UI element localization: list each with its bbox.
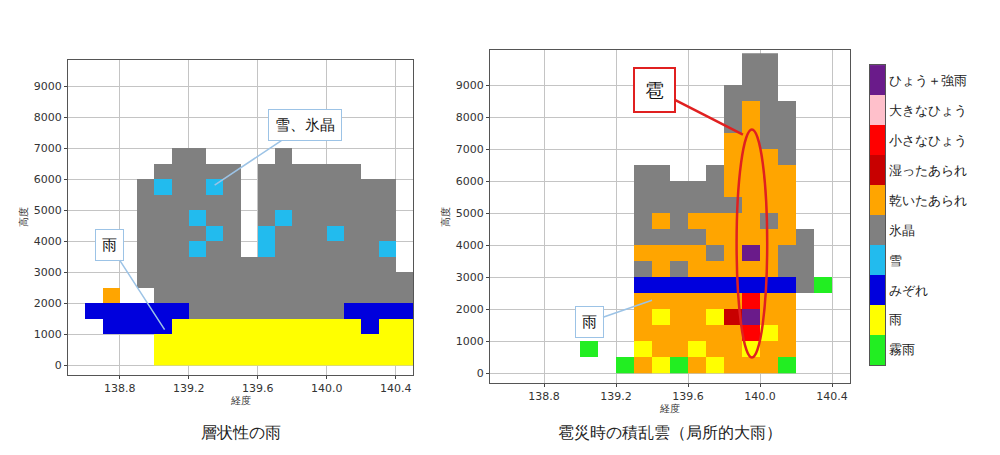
svg-text:雹災時の積乱雲（局所的大雨）: 雹災時の積乱雲（局所的大雨） <box>558 423 782 442</box>
svg-text:1000: 1000 <box>34 328 62 341</box>
svg-text:雨: 雨 <box>889 312 902 327</box>
svg-text:5000: 5000 <box>456 207 484 220</box>
svg-text:8000: 8000 <box>34 111 62 124</box>
svg-text:ひょう＋強雨: ひょう＋強雨 <box>889 73 967 88</box>
svg-text:140.4: 140.4 <box>380 382 412 395</box>
svg-text:3000: 3000 <box>34 266 62 279</box>
svg-text:9000: 9000 <box>456 79 484 92</box>
svg-text:6000: 6000 <box>456 175 484 188</box>
svg-text:9000: 9000 <box>34 80 62 93</box>
svg-text:1000: 1000 <box>456 335 484 348</box>
svg-text:みぞれ: みぞれ <box>889 282 928 297</box>
svg-text:138.8: 138.8 <box>104 382 136 395</box>
svg-text:7000: 7000 <box>456 143 484 156</box>
svg-text:140.4: 140.4 <box>816 390 848 403</box>
svg-text:8000: 8000 <box>456 111 484 124</box>
svg-text:4000: 4000 <box>34 235 62 248</box>
svg-text:高度: 高度 <box>440 207 451 227</box>
svg-text:5000: 5000 <box>34 204 62 217</box>
svg-text:6000: 6000 <box>34 173 62 186</box>
svg-text:氷晶: 氷晶 <box>889 223 915 238</box>
svg-text:小さなひょう: 小さなひょう <box>889 133 967 148</box>
svg-text:0: 0 <box>477 367 484 380</box>
svg-text:139.2: 139.2 <box>173 382 205 395</box>
svg-text:4000: 4000 <box>456 239 484 252</box>
svg-text:139.6: 139.6 <box>242 382 274 395</box>
svg-text:2000: 2000 <box>34 297 62 310</box>
svg-text:雹: 雹 <box>645 79 664 101</box>
svg-text:雨: 雨 <box>102 236 117 254</box>
svg-text:高度: 高度 <box>18 207 29 227</box>
svg-text:霧雨: 霧雨 <box>889 342 915 357</box>
svg-text:140.0: 140.0 <box>311 382 343 395</box>
svg-text:139.6: 139.6 <box>672 390 704 403</box>
svg-text:経度: 経度 <box>659 403 680 414</box>
svg-text:雪: 雪 <box>889 253 902 268</box>
svg-text:140.0: 140.0 <box>744 390 776 403</box>
svg-text:経度: 経度 <box>230 395 251 406</box>
svg-text:湿ったあられ: 湿ったあられ <box>889 163 967 178</box>
svg-text:雪、氷晶: 雪、氷晶 <box>275 116 335 134</box>
svg-text:0: 0 <box>55 359 62 372</box>
svg-text:乾いたあられ: 乾いたあられ <box>889 193 967 208</box>
svg-text:3000: 3000 <box>456 271 484 284</box>
svg-text:2000: 2000 <box>456 303 484 316</box>
svg-text:138.8: 138.8 <box>528 390 560 403</box>
svg-text:7000: 7000 <box>34 142 62 155</box>
svg-text:雨: 雨 <box>582 313 597 331</box>
svg-text:139.2: 139.2 <box>600 390 632 403</box>
svg-text:大きなひょう: 大きなひょう <box>889 103 967 118</box>
svg-text:層状性の雨: 層状性の雨 <box>201 423 281 442</box>
